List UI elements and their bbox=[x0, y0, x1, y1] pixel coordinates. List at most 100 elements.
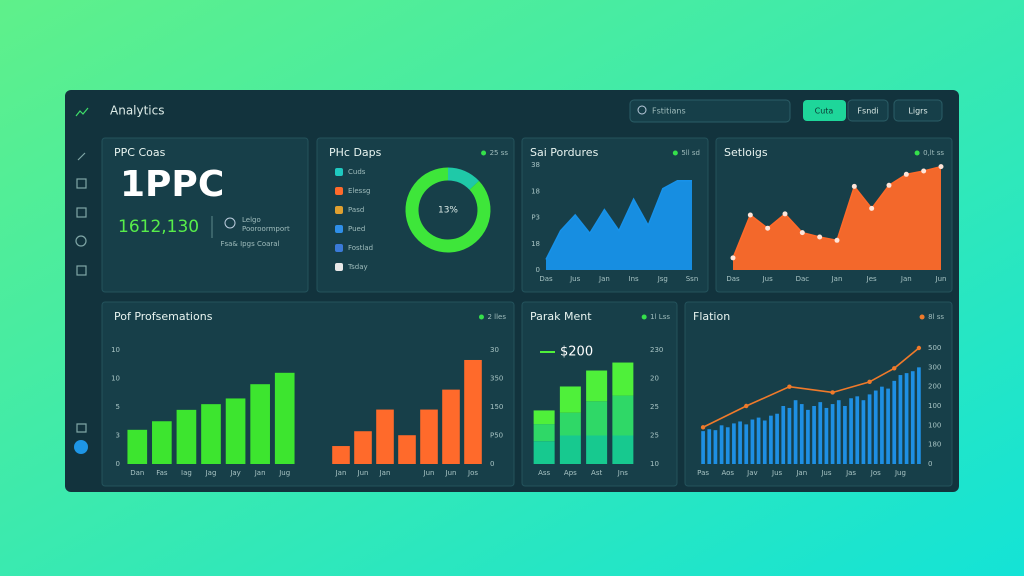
y-tick-label: 0 bbox=[116, 460, 120, 468]
bar bbox=[732, 423, 736, 464]
edit-icon[interactable] bbox=[77, 152, 86, 161]
panel-title: Sai Pordures bbox=[530, 146, 599, 159]
y-tick-label: 5 bbox=[116, 403, 120, 411]
x-tick-label: Jay bbox=[229, 469, 241, 477]
legend-item: Elessg bbox=[348, 187, 370, 195]
kpi-note: Fsa& Ipgs Coaral bbox=[220, 240, 279, 248]
y-tick-label: 350 bbox=[490, 375, 503, 383]
x-tick-label: Aps bbox=[564, 469, 577, 477]
bar bbox=[892, 380, 897, 464]
bar bbox=[830, 404, 835, 464]
area bbox=[546, 180, 692, 270]
x-tick-label: Jun bbox=[423, 469, 435, 477]
y-tick-label: 3 bbox=[116, 432, 120, 440]
kpi-value: 1612,130 bbox=[118, 217, 199, 237]
y-tick-label: 10 bbox=[111, 346, 120, 354]
doc-icon[interactable] bbox=[76, 178, 87, 189]
x-tick-label: Jus bbox=[569, 275, 581, 283]
legend-label: 0,lt ss bbox=[923, 149, 944, 157]
button[interactable] bbox=[803, 100, 846, 121]
point bbox=[747, 212, 753, 218]
save-icon[interactable] bbox=[76, 207, 87, 218]
point bbox=[903, 171, 909, 177]
button[interactable] bbox=[893, 99, 943, 122]
donut-label: 13% bbox=[438, 206, 458, 216]
x-tick-label: Jan bbox=[831, 275, 843, 283]
bar bbox=[904, 373, 909, 464]
x-tick-label: Ass bbox=[538, 469, 550, 477]
x-tick-label: Jun bbox=[357, 469, 369, 477]
legend-label: 2 lles bbox=[487, 313, 506, 321]
profile-dot[interactable] bbox=[74, 440, 88, 454]
point bbox=[892, 366, 897, 371]
x-tick-label: Jun bbox=[445, 469, 457, 477]
sidebar bbox=[75, 107, 89, 433]
bar bbox=[201, 404, 221, 464]
y-tick-label: 18 bbox=[531, 187, 540, 195]
legend-swatch bbox=[335, 168, 343, 176]
y-tick-label: 20 bbox=[650, 375, 659, 383]
bar bbox=[719, 425, 724, 464]
point bbox=[869, 205, 875, 211]
button[interactable] bbox=[847, 99, 889, 122]
x-tick-label: Jan bbox=[598, 275, 610, 283]
bar bbox=[812, 406, 816, 464]
y-tick-label: 18 bbox=[531, 240, 540, 248]
legend-dot bbox=[641, 314, 647, 320]
bar-segment bbox=[586, 435, 608, 464]
button-label: Ligrs bbox=[908, 107, 927, 116]
x-tick-label: Das bbox=[726, 275, 740, 283]
x-tick-label: Jus bbox=[762, 275, 774, 283]
panel-title: Parak Ment bbox=[530, 310, 592, 323]
x-tick-label: Das bbox=[539, 275, 553, 283]
bar bbox=[354, 431, 372, 464]
legend-dot bbox=[481, 150, 487, 156]
point bbox=[787, 384, 792, 389]
bar bbox=[762, 420, 767, 464]
bar-segment bbox=[559, 386, 581, 413]
point bbox=[830, 390, 835, 395]
search-box[interactable] bbox=[629, 99, 791, 123]
logo-icon bbox=[75, 107, 89, 117]
x-tick-label: Jan bbox=[335, 469, 347, 477]
bar bbox=[781, 406, 786, 464]
legend-label: 5ll sd bbox=[681, 149, 700, 157]
image-icon[interactable] bbox=[76, 265, 87, 276]
kpi-caption: Pooroormport bbox=[242, 225, 290, 233]
bar-segment bbox=[533, 410, 555, 425]
legend-item: Pued bbox=[348, 225, 365, 233]
kpi-icon bbox=[224, 217, 236, 229]
y-tick-label: 100 bbox=[928, 402, 941, 410]
panel-title: Flation bbox=[693, 310, 730, 323]
x-tick-label: Pas bbox=[697, 469, 709, 477]
x-tick-label: Ssn bbox=[686, 275, 699, 283]
point bbox=[834, 237, 840, 243]
area bbox=[733, 166, 941, 270]
y-tick-label: 150 bbox=[490, 403, 503, 411]
y-tick-label: 100 bbox=[928, 421, 941, 429]
legend-dot bbox=[914, 150, 920, 156]
bar bbox=[886, 388, 890, 464]
bar bbox=[738, 421, 742, 464]
bar bbox=[799, 404, 804, 464]
clock-icon[interactable] bbox=[75, 235, 87, 247]
x-tick-label: Ins bbox=[629, 275, 640, 283]
legend-item: Cuds bbox=[348, 168, 366, 176]
panel-title: PHc Daps bbox=[329, 146, 382, 159]
x-tick-label: Jun bbox=[935, 275, 947, 283]
bar bbox=[793, 400, 798, 464]
settings-icon[interactable] bbox=[76, 423, 87, 433]
panel-title: Setloigs bbox=[724, 146, 768, 159]
x-tick-label: Jug bbox=[894, 469, 906, 477]
bar bbox=[775, 413, 779, 464]
bar bbox=[910, 371, 915, 464]
legend-dot bbox=[672, 150, 678, 156]
bar bbox=[787, 407, 792, 464]
point bbox=[700, 425, 706, 430]
x-tick-label: Jag bbox=[205, 469, 217, 477]
x-tick-label: Jes bbox=[866, 275, 877, 283]
x-tick-label: Dan bbox=[130, 469, 144, 477]
bar bbox=[861, 400, 866, 464]
legend-swatch bbox=[335, 244, 343, 252]
x-tick-label: Jas bbox=[845, 469, 856, 477]
